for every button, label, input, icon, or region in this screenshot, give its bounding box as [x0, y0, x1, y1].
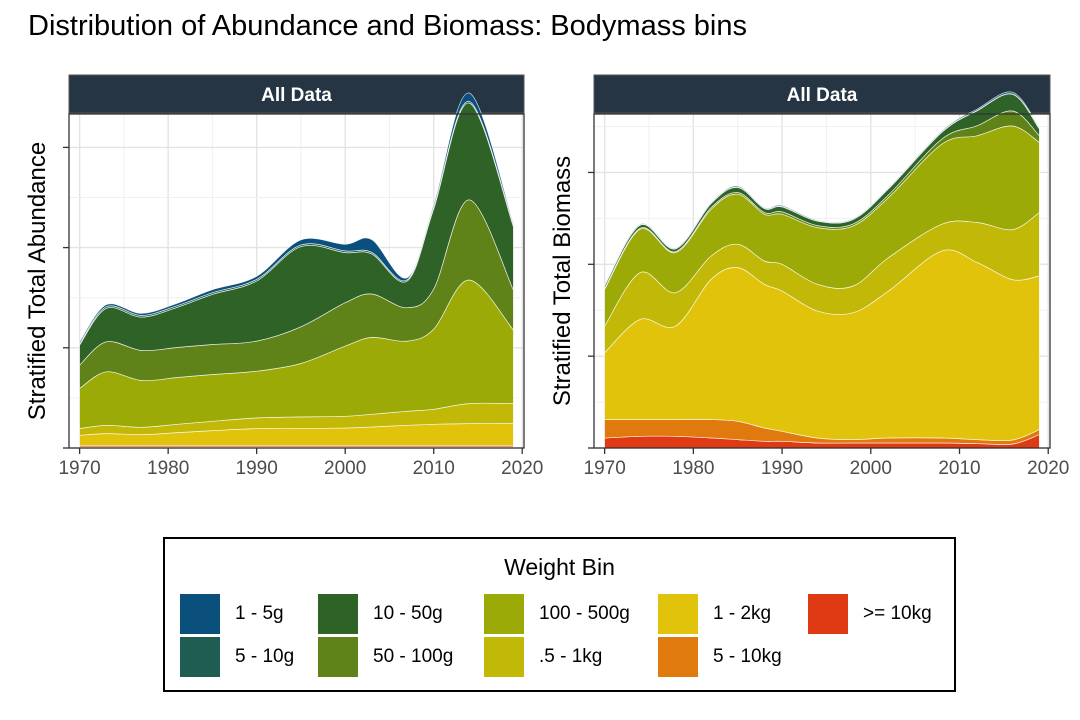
legend-item: 100 - 500g: [483, 593, 630, 635]
legend-item: 1 - 5g: [179, 593, 284, 635]
legend-label: >= 10kg: [863, 603, 932, 624]
legend-swatch: [483, 636, 525, 678]
legend-item: 1 - 2kg: [657, 593, 772, 635]
legend-swatch: [317, 636, 359, 678]
x-tick-label: 1990: [761, 458, 803, 479]
y-axis-title: Stratified Total Biomass: [549, 156, 576, 406]
legend-swatch: [179, 636, 221, 678]
x-tick-label: 1980: [147, 458, 189, 479]
legend-swatch: [657, 636, 699, 678]
area-1-5g: [79, 92, 514, 345]
legend-label: 50 - 100g: [373, 646, 454, 667]
area-1-5g: [604, 91, 1040, 287]
x-tick-label: 1970: [58, 458, 100, 479]
legend-item: 10 - 50g: [317, 593, 443, 635]
panel-border: [68, 113, 525, 449]
figure-title: Distribution of Abundance and Biomass: B…: [28, 10, 747, 42]
x-tick-label: 1980: [672, 458, 714, 479]
legend-swatch: [807, 593, 849, 635]
legend-item: 50 - 100g: [317, 636, 454, 678]
x-tick-label: 2020: [501, 458, 543, 479]
legend-label: 5 - 10g: [235, 646, 295, 667]
panel-border: [593, 113, 1051, 449]
x-tick-label: 2000: [850, 458, 892, 479]
legend-item: >= 10kg: [807, 593, 932, 635]
legend-label: 1 - 5g: [235, 603, 284, 624]
facet-strip: [68, 74, 525, 114]
legend: Weight Bin 1 - 5g 5 - 10g 10 - 50g 50 - 100…: [163, 537, 956, 692]
legend-swatch: [179, 593, 221, 635]
legend-item: 5 - 10kg: [657, 636, 782, 678]
legend-swatch: [657, 593, 699, 635]
panel-1: All Data 1970 1980 1990 2000 2010 2020 Stratifi…: [24, 74, 543, 479]
facet-strip: [593, 74, 1051, 114]
legend-swatch: [483, 593, 525, 635]
panel-2: All Data 1970 1980 1990 2000 2010 2020 Stratifi…: [549, 74, 1069, 479]
legend-swatch: [317, 593, 359, 635]
x-tick-label: 2000: [324, 458, 366, 479]
x-tick-label: 1970: [584, 458, 626, 479]
legend-label: 1 - 2kg: [713, 603, 772, 624]
legend-label: 5 - 10kg: [713, 646, 782, 667]
facet-strip-label: All Data: [787, 85, 858, 106]
facet-strip-label: All Data: [261, 85, 332, 106]
y-axis-title: Stratified Total Abundance: [24, 142, 51, 420]
legend-item: .5 - 1kg: [483, 636, 603, 678]
legend-item: 5 - 10g: [179, 636, 295, 678]
legend-label: 10 - 50g: [373, 603, 443, 624]
x-tick-label: 1990: [236, 458, 278, 479]
x-tick-label: 2010: [938, 458, 980, 479]
legend-label: .5 - 1kg: [539, 646, 603, 667]
legend-label: 100 - 500g: [539, 603, 630, 624]
x-tick-label: 2010: [413, 458, 455, 479]
x-tick-label: 2020: [1027, 458, 1069, 479]
legend-title: Weight Bin: [504, 554, 615, 580]
